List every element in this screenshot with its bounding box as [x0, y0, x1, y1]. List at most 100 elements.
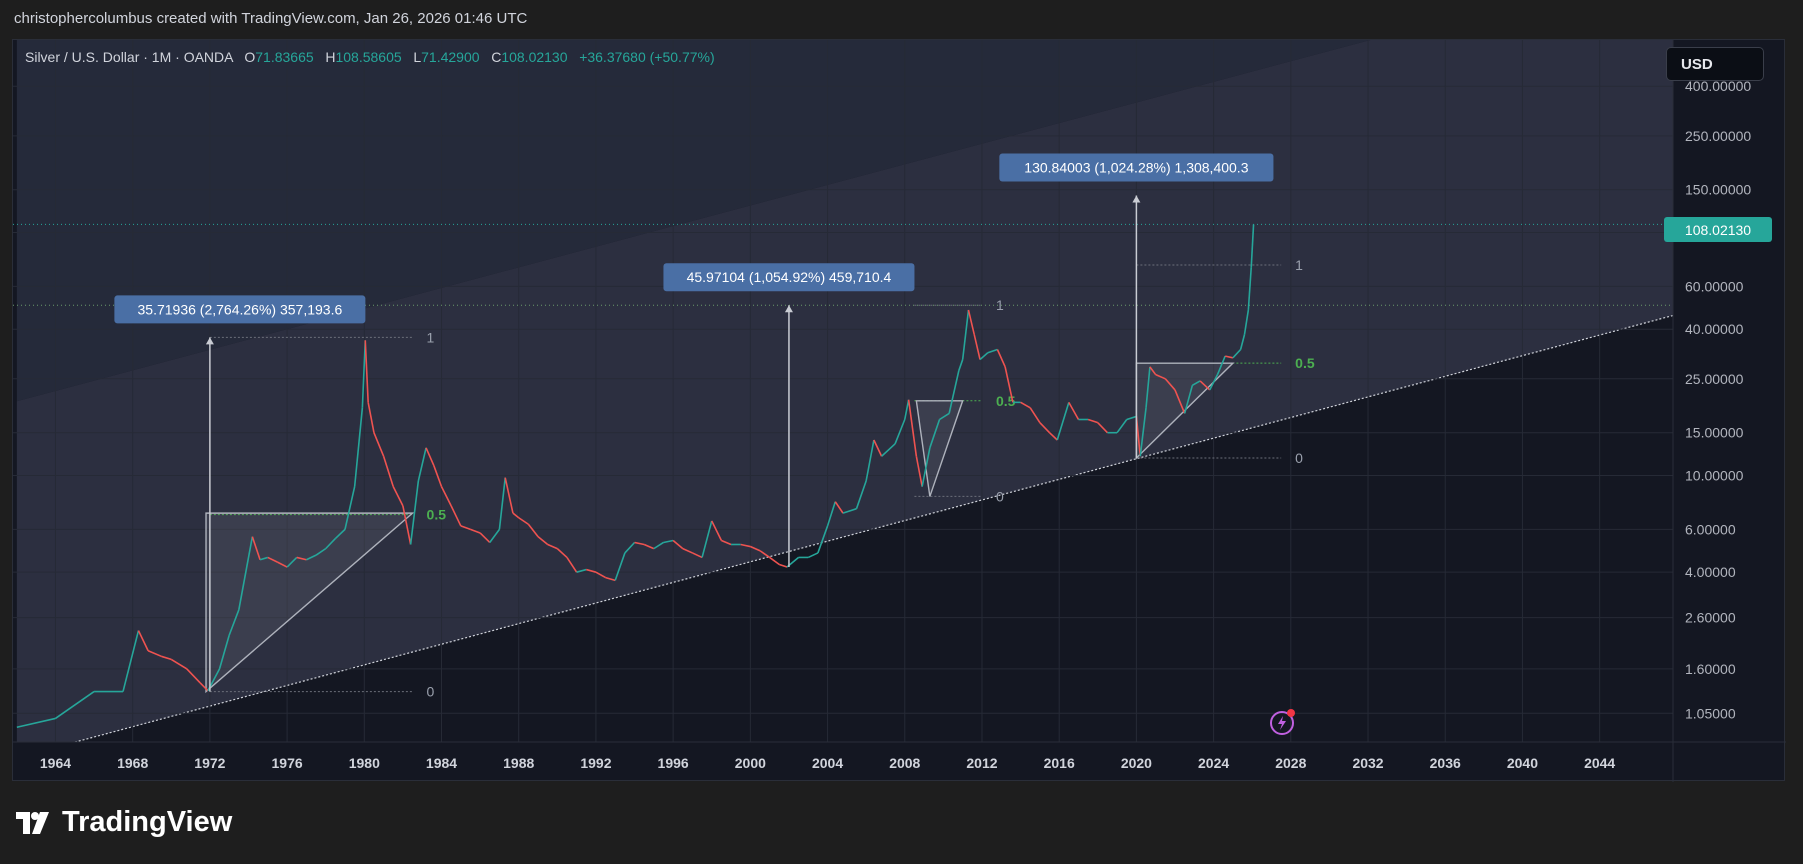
price-segment — [344, 486, 356, 530]
price-segment — [1020, 401, 1031, 409]
y-tick-label: 60.00000 — [1685, 278, 1744, 294]
measure-label: 130.84003 (1,024.28%) 1,308,400.3 — [1024, 160, 1248, 176]
close-value: 108.02130 — [501, 49, 568, 65]
price-segment — [489, 528, 501, 543]
price-segment — [692, 552, 703, 559]
x-tick-label: 1988 — [503, 755, 534, 771]
price-segment — [576, 568, 587, 573]
price-segment — [1247, 267, 1253, 311]
price-segment — [1029, 407, 1041, 424]
price-segment — [842, 507, 857, 514]
price-segment — [55, 690, 95, 720]
price-segment — [367, 402, 375, 433]
symbol-title: Silver / U.S. Dollar · 1M · OANDA — [25, 49, 233, 65]
x-tick-label: 2036 — [1430, 755, 1461, 771]
price-segment — [643, 543, 655, 550]
price-segment — [518, 517, 529, 525]
price-segment — [769, 556, 780, 566]
price-segment — [433, 465, 443, 487]
x-tick-label: 2028 — [1275, 755, 1306, 771]
price-segment — [460, 525, 471, 531]
measure-arrowhead — [784, 305, 793, 313]
price-segment — [238, 536, 254, 610]
price-segment — [277, 561, 288, 568]
y-tick-label: 15.00000 — [1685, 425, 1744, 441]
price-segment — [907, 399, 918, 457]
price-segment — [595, 571, 606, 579]
price-segment — [286, 556, 298, 568]
price-segment — [1191, 380, 1201, 387]
price-segment — [537, 536, 549, 546]
price-segment — [1250, 224, 1255, 268]
price-segment — [826, 501, 837, 527]
price-segment — [440, 486, 452, 507]
price-segment — [1068, 401, 1080, 420]
price-segment — [504, 477, 514, 514]
price-segment — [409, 480, 420, 545]
x-tick-label: 1984 — [426, 755, 457, 771]
currency-button[interactable]: USD — [1666, 47, 1764, 81]
fib-level-label: 1 — [1295, 257, 1303, 273]
lightning-alert-icon[interactable] — [1269, 708, 1297, 736]
price-segment — [865, 439, 875, 482]
price-segment — [1145, 366, 1151, 408]
price-segment — [364, 340, 369, 403]
price-segment — [855, 480, 867, 509]
price-segment — [759, 550, 771, 559]
price-segment — [740, 543, 751, 548]
price-segment — [1243, 309, 1250, 335]
price-segment — [624, 541, 636, 554]
measure-label: 35.71936 (2,764.26%) 357,193.6 — [138, 301, 343, 317]
price-segment — [973, 334, 981, 360]
price-segment — [470, 528, 481, 534]
x-tick-label: 1996 — [658, 755, 689, 771]
price-segment — [634, 541, 645, 546]
price-segment — [1048, 432, 1058, 441]
price-segment — [1216, 355, 1226, 375]
price-segment — [1209, 374, 1219, 391]
tradingview-logo-text: TradingView — [62, 806, 233, 838]
fib-level-label: 0.5 — [427, 507, 447, 523]
price-segment — [1232, 348, 1242, 359]
x-tick-label: 1980 — [349, 755, 380, 771]
price-segment — [1155, 373, 1166, 380]
price-segment — [663, 539, 674, 544]
price-segment — [817, 525, 829, 554]
y-tick-label: 2.60000 — [1685, 610, 1736, 626]
price-segment — [334, 528, 346, 540]
fib-level-label: 0 — [1295, 450, 1303, 466]
price-segment — [605, 576, 616, 582]
price-segment — [498, 477, 507, 530]
price-segment — [1087, 418, 1099, 424]
price-segment — [721, 539, 732, 546]
price-segment — [267, 556, 278, 563]
x-tick-label: 2020 — [1121, 755, 1152, 771]
price-chart[interactable]: 1 0.5 0 1 0.5 0 1 0.5 0 35.71936 (2,764.26%) 357,… — [13, 40, 1786, 782]
price-segment — [170, 658, 188, 670]
y-tick-label: 250.00000 — [1685, 128, 1751, 144]
chart-panel[interactable]: 1 0.5 0 1 0.5 0 1 0.5 0 35.71936 (2,764.26%) 357,… — [12, 39, 1786, 782]
price-segment — [382, 456, 395, 487]
price-segment — [701, 520, 713, 558]
fib-level-label: 0.5 — [996, 393, 1016, 409]
low-value: 71.42900 — [421, 49, 480, 65]
price-segment — [306, 554, 317, 561]
price-segment — [199, 682, 209, 692]
price-segment — [361, 340, 367, 408]
y-tick-label: 150.00000 — [1685, 182, 1751, 198]
price-segment — [450, 505, 462, 527]
measure-label: 45.97104 (1,054.92%) 459,710.4 — [687, 269, 892, 285]
chart-author-caption: christophercolumbus created with Trading… — [14, 10, 528, 27]
open-label: O — [244, 49, 256, 65]
measure-arrowhead — [1132, 195, 1141, 203]
plot-area: 1 0.5 0 1 0.5 0 1 0.5 0 35.71936 (2,764.26%) 357,… — [13, 40, 1673, 742]
x-tick-label: 2016 — [1044, 755, 1075, 771]
symbol-legend: Silver / U.S. Dollar · 1M · OANDA O71.83… — [25, 49, 715, 65]
price-segment — [147, 649, 162, 658]
triangle-pattern — [915, 400, 964, 497]
price-segment — [711, 520, 723, 541]
price-segment — [996, 349, 1006, 368]
price-segment — [296, 556, 307, 561]
price-segment — [373, 432, 385, 457]
price-segment — [417, 447, 427, 482]
